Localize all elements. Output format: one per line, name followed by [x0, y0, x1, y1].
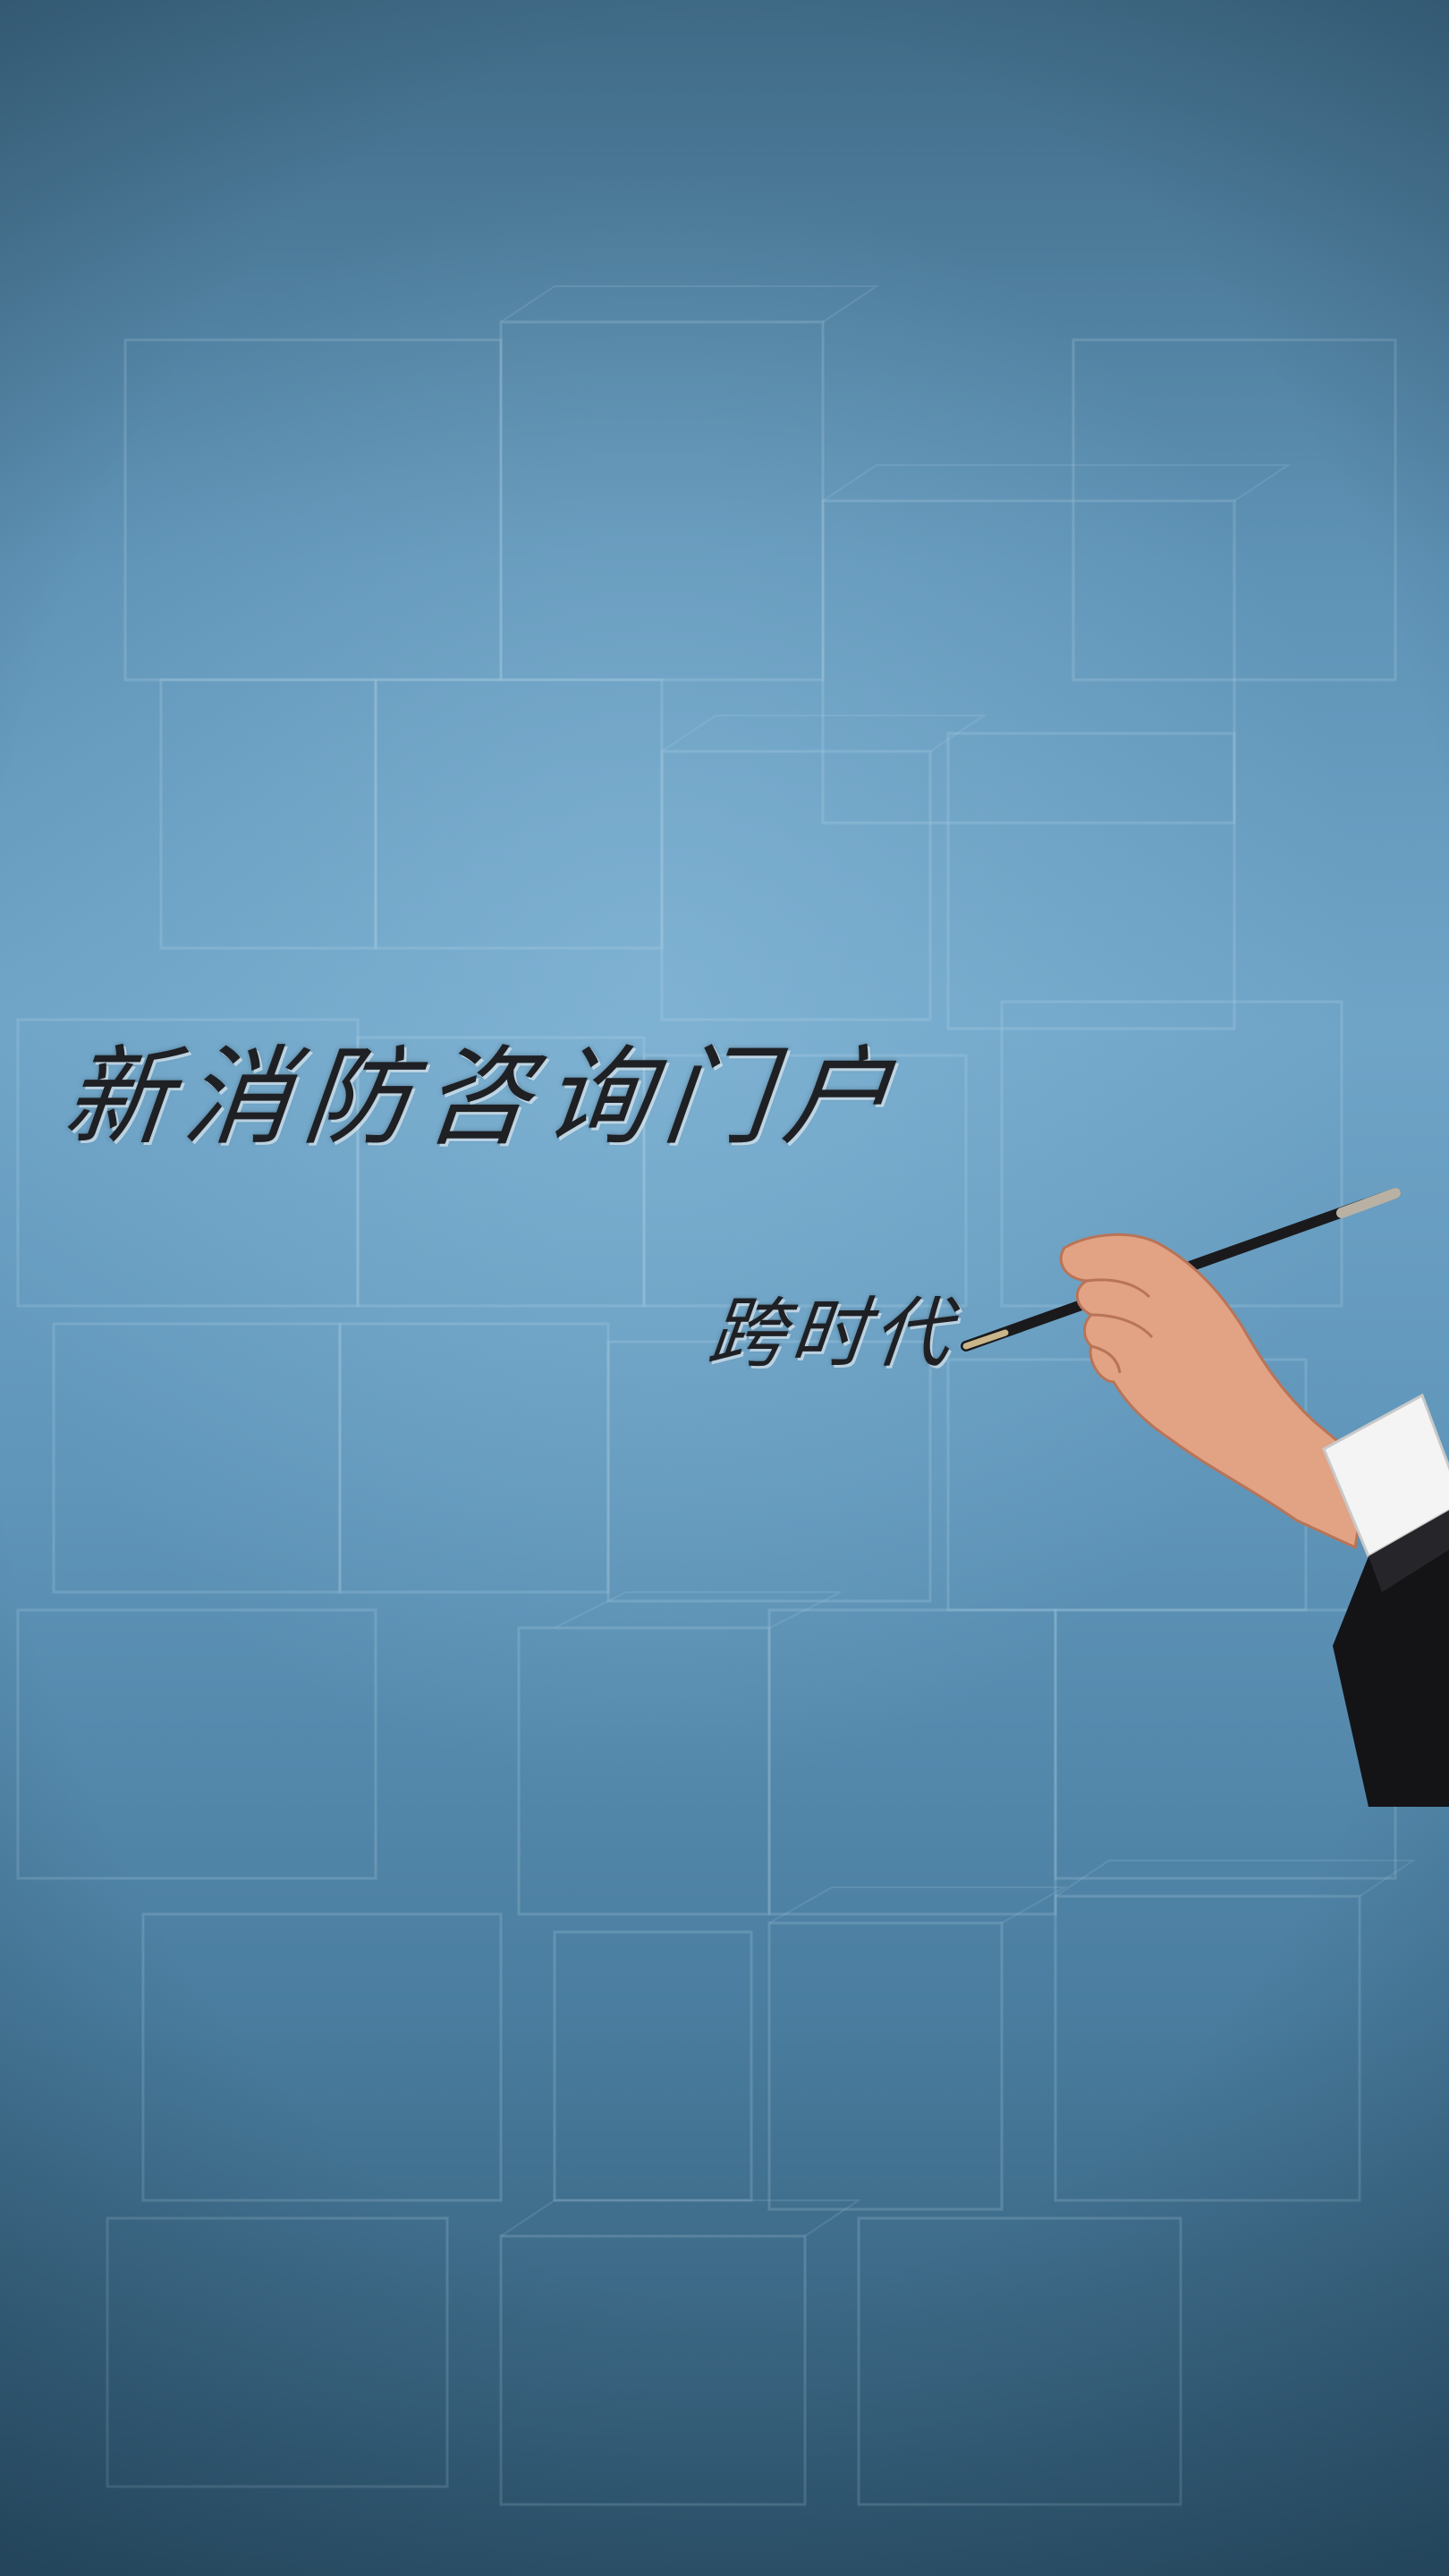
app-title: 新消防咨询门户	[57, 1036, 911, 1160]
app-subtitle: 跨时代	[703, 1289, 961, 1378]
hand-writing-with-pen-icon	[961, 1188, 1449, 1807]
